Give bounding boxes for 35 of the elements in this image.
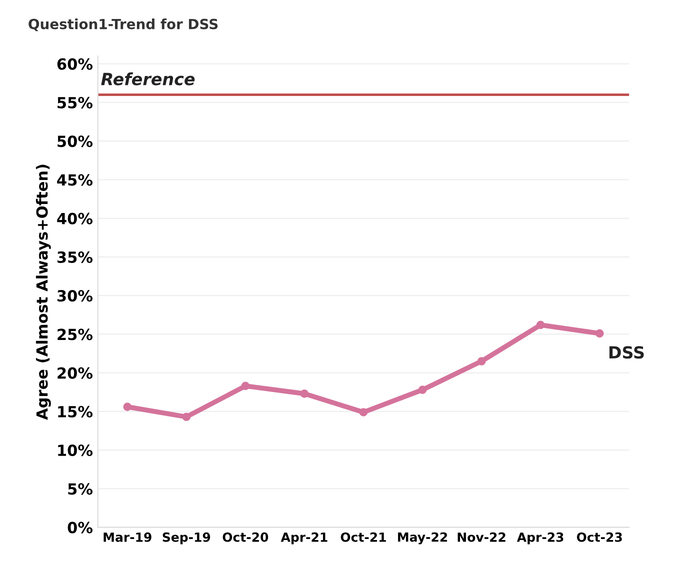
point — [182, 412, 191, 422]
point — [241, 382, 250, 390]
point — [477, 357, 486, 366]
y-tick-label: 20% — [58, 367, 93, 379]
x-tick-label: Oct-20 — [222, 532, 268, 542]
y-tick-label: 35% — [57, 251, 93, 263]
y-tick-label: 45% — [57, 174, 93, 186]
y-tick-label: 10% — [58, 444, 93, 456]
y-tick-label: 60% — [57, 58, 93, 70]
y-tick-label: 50% — [58, 136, 93, 148]
ref-line-label: Reference — [101, 72, 195, 86]
y-tick-label: 40% — [57, 212, 93, 224]
x-tick-label: Apr-21 — [280, 532, 328, 544]
x-tick-label: Oct-21 — [340, 532, 386, 542]
y-tick-label: 25% — [58, 328, 93, 340]
x-tick-label: Oct-23 — [576, 532, 622, 542]
x-tick-label: Mar-19 — [104, 532, 152, 542]
series-label: DSS — [609, 346, 644, 359]
x-tick-label: Apr-23 — [516, 532, 564, 544]
point — [359, 408, 368, 416]
y-tick-label: 5% — [68, 483, 93, 495]
y-tick-label: 15% — [58, 406, 93, 418]
point — [536, 320, 545, 330]
y-tick-label: 0% — [68, 522, 93, 534]
point — [418, 386, 427, 394]
y-tick-label: 30% — [57, 290, 93, 302]
point — [595, 329, 604, 338]
x-tick-label: Sep-19 — [162, 532, 210, 544]
chart-title: Question1-Trend for DSS — [28, 18, 218, 32]
point — [300, 390, 309, 398]
y-tick-label: 55% — [58, 96, 93, 108]
x-tick-label: Nov-22 — [458, 532, 506, 542]
y-axis-title: Agree (Almost Always+Often) — [36, 164, 51, 420]
point — [123, 402, 132, 411]
x-tick-label: May-22 — [398, 532, 448, 544]
